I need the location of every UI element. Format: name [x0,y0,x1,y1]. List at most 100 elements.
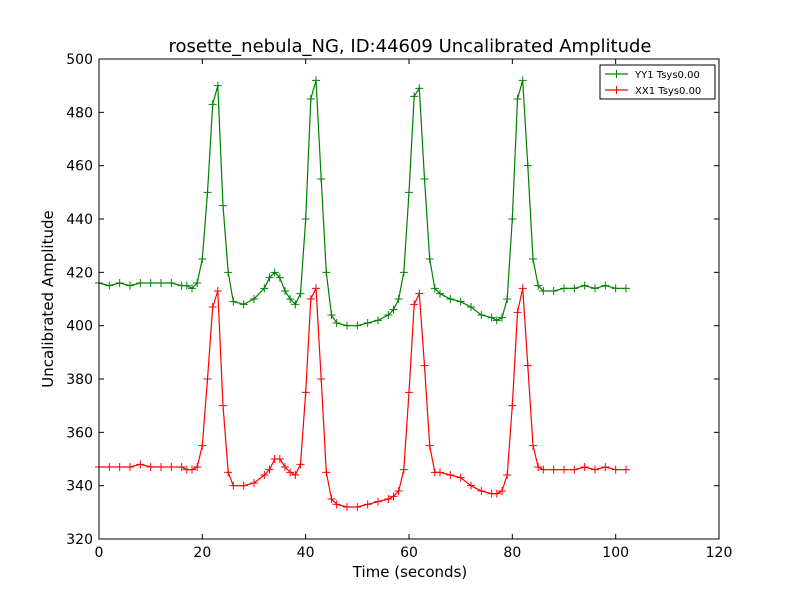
data-point-marker [193,279,202,287]
data-point-marker [456,297,465,306]
data-point-marker [301,215,310,223]
data-point-marker [399,268,408,277]
data-point-marker [239,300,248,309]
data-point-marker [322,468,331,477]
data-point-marker [523,361,532,370]
data-point-marker [503,471,512,479]
data-point-marker [188,284,196,293]
data-point-marker [270,268,279,277]
data-point-marker [446,471,455,479]
data-point-marker [136,279,145,287]
data-point-marker [219,401,227,410]
data-point-marker [219,201,227,210]
data-point-marker [384,311,393,319]
data-point-marker [203,188,212,197]
data-point-marker [410,92,419,101]
data-point-marker [198,441,207,450]
series-1 [95,284,630,511]
data-point-marker [317,375,326,383]
data-point-marker [224,468,233,477]
data-point-marker [420,361,429,370]
data-point-marker [518,76,527,85]
data-point-marker [591,284,599,293]
data-point-marker [327,311,336,319]
data-point-marker [105,281,114,290]
data-point-marker [498,487,506,495]
x-tick-label: 60 [400,545,418,561]
data-point-marker [260,284,269,293]
data-point-marker [167,279,176,287]
data-point-marker [167,463,176,471]
x-tick-label: 20 [193,545,211,561]
x-tick-label: 120 [706,545,733,561]
data-point-marker [394,295,403,303]
data-point-marker [126,463,134,471]
data-point-marker [415,289,424,298]
data-point-marker [580,463,589,471]
data-point-marker [353,321,362,330]
data-point-marker [420,175,429,183]
y-tick-label: 500 [66,52,93,68]
legend-box [599,64,716,100]
data-point-marker [296,460,305,469]
data-point-marker [291,471,300,479]
data-point-marker [534,281,543,290]
data-point-marker [115,463,124,471]
data-point-marker [601,463,610,471]
data-point-marker [539,287,548,295]
legend-label: XX1 Tsys0.00 [635,86,701,97]
data-point-marker [405,388,413,397]
data-point-marker [523,161,532,170]
x-axis-label: Time (seconds) [352,563,468,581]
data-point-marker [327,495,336,503]
y-tick-label: 420 [66,265,93,281]
data-point-marker [467,303,475,311]
data-point-marker [436,468,444,477]
y-tick-label: 400 [66,319,93,335]
data-point-marker [188,465,196,474]
data-point-marker [136,460,145,469]
data-point-marker [374,316,382,325]
chart-title: rosette_nebula_NG, ID:44609 Uncalibrated… [169,36,652,57]
data-point-marker [291,300,300,309]
y-tick-label: 380 [66,372,93,388]
data-point-marker [503,295,512,303]
data-point-marker [529,441,537,450]
y-tick-label: 340 [66,479,93,495]
series-line [98,80,626,327]
data-point-marker [306,95,315,103]
data-point-marker [425,255,434,263]
data-point-marker [389,305,398,314]
data-point-marker [115,279,124,287]
y-tick-label: 460 [66,159,93,175]
data-point-marker [363,319,372,327]
data-point-marker [492,489,501,498]
data-point-marker [425,441,434,450]
legend-marker [612,70,621,78]
y-tick-label: 480 [66,105,93,121]
data-point-marker [513,95,522,103]
data-point-marker [265,465,274,474]
series-layer [95,76,630,511]
data-point-marker [343,321,351,330]
data-point-marker [224,268,233,277]
data-point-marker [260,471,269,479]
data-point-marker [146,279,155,287]
data-point-marker [611,465,620,474]
legend-entry: YY1 Tsys0.00 [605,70,700,81]
data-point-marker [498,313,506,322]
data-point-marker [467,481,475,490]
data-point-marker [281,287,289,295]
data-point-marker [410,300,419,309]
data-point-marker [301,388,310,397]
data-point-marker [436,289,444,298]
data-point-marker [534,463,543,471]
data-point-marker [306,295,315,303]
y-tick-label: 360 [66,425,93,441]
data-point-marker [286,295,295,303]
legend-entry: XX1 Tsys0.00 [605,86,701,97]
data-point-marker [193,463,202,471]
data-point-marker [208,303,217,311]
data-point-marker [549,465,558,474]
